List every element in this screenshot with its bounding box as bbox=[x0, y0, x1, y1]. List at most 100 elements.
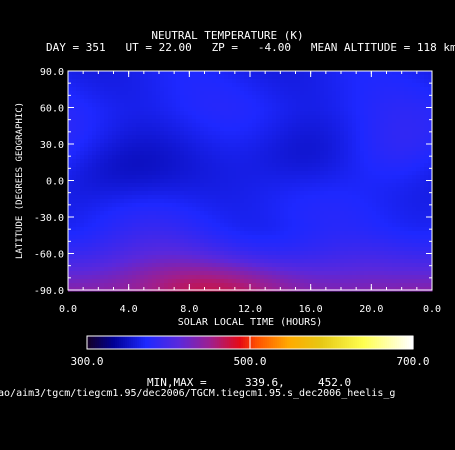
heatmap-cell bbox=[296, 99, 301, 104]
heatmap-cell bbox=[412, 91, 417, 96]
heatmap-cell bbox=[236, 219, 241, 224]
heatmap-cell bbox=[116, 211, 121, 216]
heatmap-cell bbox=[288, 151, 293, 156]
heatmap-cell bbox=[96, 187, 101, 192]
heatmap-cell bbox=[156, 251, 161, 256]
heatmap-cell bbox=[384, 247, 389, 252]
heatmap-cell bbox=[120, 139, 125, 144]
heatmap-cell bbox=[92, 87, 97, 92]
heatmap-cell bbox=[176, 123, 181, 128]
heatmap-cell bbox=[68, 247, 73, 252]
heatmap-cell bbox=[340, 111, 345, 116]
heatmap-cell bbox=[88, 103, 93, 108]
heatmap-cell bbox=[92, 143, 97, 148]
heatmap-cell bbox=[276, 271, 281, 276]
heatmap-cell bbox=[92, 231, 97, 236]
heatmap-cell bbox=[272, 147, 277, 152]
heatmap-cell bbox=[204, 195, 209, 200]
heatmap-cell bbox=[92, 159, 97, 164]
heatmap-cell bbox=[84, 159, 89, 164]
heatmap-cell bbox=[304, 227, 309, 232]
heatmap-cell bbox=[68, 123, 73, 128]
heatmap-cell bbox=[240, 131, 245, 136]
heatmap-cell bbox=[192, 95, 197, 100]
heatmap-cell bbox=[284, 147, 289, 152]
heatmap-cell bbox=[212, 107, 217, 112]
heatmap-cell bbox=[128, 223, 133, 228]
heatmap-cell bbox=[76, 91, 81, 96]
heatmap-cell bbox=[252, 211, 257, 216]
heatmap-cell bbox=[196, 191, 201, 196]
heatmap-cell bbox=[228, 159, 233, 164]
heatmap-cell bbox=[128, 199, 133, 204]
heatmap-cell bbox=[400, 203, 405, 208]
heatmap-cell bbox=[228, 251, 233, 256]
heatmap-cell bbox=[232, 143, 237, 148]
heatmap-cell bbox=[348, 71, 353, 76]
heatmap-cell bbox=[248, 219, 253, 224]
heatmap-cell bbox=[352, 191, 357, 196]
heatmap-cell bbox=[284, 239, 289, 244]
heatmap-cell bbox=[348, 195, 353, 200]
heatmap-cell bbox=[320, 287, 325, 292]
heatmap-cell bbox=[376, 127, 381, 132]
heatmap-cell bbox=[228, 271, 233, 276]
heatmap-cell bbox=[104, 267, 109, 272]
heatmap-cell bbox=[164, 251, 169, 256]
heatmap-cell bbox=[352, 195, 357, 200]
heatmap-cell bbox=[208, 147, 213, 152]
heatmap-cell bbox=[140, 231, 145, 236]
heatmap-cell bbox=[304, 83, 309, 88]
heatmap-cell bbox=[104, 219, 109, 224]
heatmap-cell bbox=[268, 283, 273, 288]
heatmap-cell bbox=[256, 227, 261, 232]
heatmap-cell bbox=[228, 279, 233, 284]
heatmap-cell bbox=[308, 239, 313, 244]
heatmap-cell bbox=[296, 267, 301, 272]
heatmap-cell bbox=[420, 87, 425, 92]
heatmap-cell bbox=[284, 99, 289, 104]
heatmap-cell bbox=[280, 267, 285, 272]
heatmap-cell bbox=[256, 131, 261, 136]
heatmap-cell bbox=[184, 171, 189, 176]
heatmap-cell bbox=[232, 263, 237, 268]
heatmap-cell bbox=[416, 135, 421, 140]
heatmap-cell bbox=[156, 155, 161, 160]
heatmap-cell bbox=[248, 223, 253, 228]
heatmap-cell bbox=[104, 103, 109, 108]
heatmap-cell bbox=[180, 75, 185, 80]
heatmap-cell bbox=[388, 275, 393, 280]
heatmap-cell bbox=[124, 223, 129, 228]
heatmap-cell bbox=[96, 139, 101, 144]
heatmap-cell bbox=[72, 123, 77, 128]
heatmap-cell bbox=[76, 211, 81, 216]
heatmap-cell bbox=[104, 95, 109, 100]
heatmap-cell bbox=[188, 83, 193, 88]
heatmap-cell bbox=[264, 207, 269, 212]
heatmap-cell bbox=[136, 235, 141, 240]
heatmap-cell bbox=[248, 231, 253, 236]
heatmap-cell bbox=[280, 87, 285, 92]
heatmap-cell bbox=[412, 99, 417, 104]
heatmap-cell bbox=[232, 167, 237, 172]
heatmap-cell bbox=[212, 195, 217, 200]
heatmap-cell bbox=[428, 171, 433, 176]
heatmap-cell bbox=[112, 155, 117, 160]
heatmap-cell bbox=[392, 231, 397, 236]
heatmap-cell bbox=[388, 155, 393, 160]
heatmap-cell bbox=[172, 171, 177, 176]
heatmap-cell bbox=[308, 135, 313, 140]
heatmap-cell bbox=[300, 71, 305, 76]
heatmap-cell bbox=[304, 135, 309, 140]
heatmap-cell bbox=[412, 207, 417, 212]
heatmap-cell bbox=[392, 95, 397, 100]
heatmap-cell bbox=[396, 203, 401, 208]
heatmap-cell bbox=[392, 219, 397, 224]
heatmap-cell bbox=[284, 127, 289, 132]
heatmap-cell bbox=[196, 247, 201, 252]
heatmap-cell bbox=[352, 91, 357, 96]
heatmap-cell bbox=[80, 195, 85, 200]
heatmap-cell bbox=[408, 235, 413, 240]
heatmap-cell bbox=[300, 111, 305, 116]
heatmap-cell bbox=[248, 271, 253, 276]
